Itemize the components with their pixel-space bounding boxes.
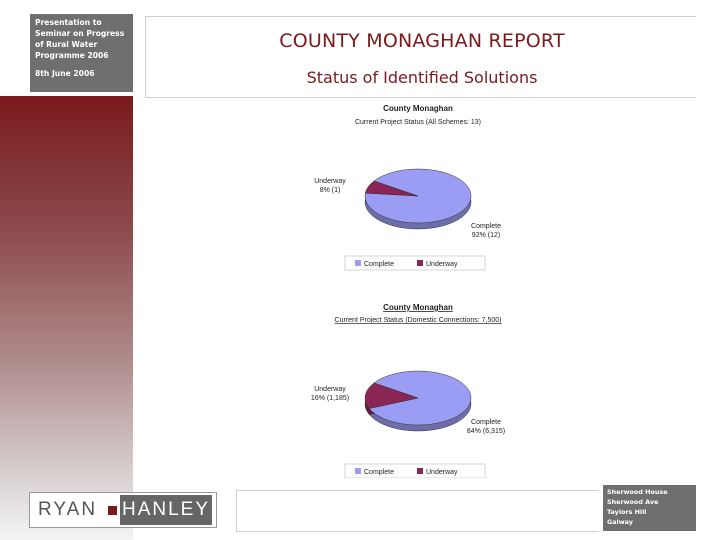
sidebar-gradient <box>0 96 133 540</box>
address-line: Taylors Hill <box>607 508 647 516</box>
legend-box <box>344 463 486 478</box>
info-line: Programme 2006 <box>35 51 109 60</box>
legend-label: Underway <box>426 469 458 476</box>
address-line: Sherwood Ave <box>607 498 659 506</box>
logo-text-ryan: RYAN <box>38 499 98 520</box>
chart-subtitle: Current Project Status (Domestic Connect… <box>335 317 502 324</box>
sidebar: Presentation to Seminar on Progress of R… <box>0 0 133 540</box>
legend-swatch-complete <box>355 260 361 266</box>
legend-label: Complete <box>364 261 394 268</box>
info-line: Seminar on Progress <box>35 29 125 38</box>
logo-text-hanley: HANLEY <box>120 495 212 525</box>
logo-square-mark <box>108 506 117 515</box>
legend-box <box>344 255 486 271</box>
data-label-value: 8% (1) <box>320 187 341 194</box>
company-address: Sherwood House Sherwood Ave Taylors Hill… <box>603 485 696 531</box>
legend-label: Underway <box>426 261 458 268</box>
presentation-date: 8th June 2006 <box>35 69 95 78</box>
page-title: COUNTY MONAGHAN REPORT <box>279 30 565 52</box>
pie-charts: County Monaghan Current Project Status (A… <box>311 104 505 478</box>
header-panel <box>145 16 696 98</box>
data-label: Complete <box>471 223 501 230</box>
pie-slice-complete <box>368 370 472 426</box>
legend-swatch-complete <box>355 468 361 474</box>
footer-panel <box>236 490 599 532</box>
pie-slice-underway <box>365 180 419 197</box>
data-label: Complete <box>471 419 501 426</box>
chart-subtitle: Current Project Status (All Schemes: 13) <box>355 119 481 126</box>
info-line: Presentation to <box>35 18 102 27</box>
chart-title: County Monaghan <box>383 303 453 312</box>
page-subtitle: Status of Identified Solutions <box>306 68 538 87</box>
presentation-info: Presentation to Seminar on Progress of R… <box>30 14 133 92</box>
address-line: Sherwood House <box>607 488 668 496</box>
data-label-value: 92% (12) <box>472 232 500 239</box>
pie-slice-underway <box>364 382 419 409</box>
legend-swatch-underway <box>417 260 423 266</box>
data-label: Underway <box>314 178 346 185</box>
data-label-value: 84% (6,315) <box>467 428 505 435</box>
legend-label: Complete <box>364 469 394 476</box>
data-label-value: 16% (1,185) <box>311 395 349 402</box>
legend-swatch-underway <box>417 468 423 474</box>
address-line: Galway <box>607 518 633 526</box>
ryan-hanley-logo: RYAN HANLEY <box>29 492 217 528</box>
info-line: of Rural Water <box>35 40 98 49</box>
chart-title: County Monaghan <box>383 104 453 113</box>
data-label: Underway <box>314 386 346 393</box>
